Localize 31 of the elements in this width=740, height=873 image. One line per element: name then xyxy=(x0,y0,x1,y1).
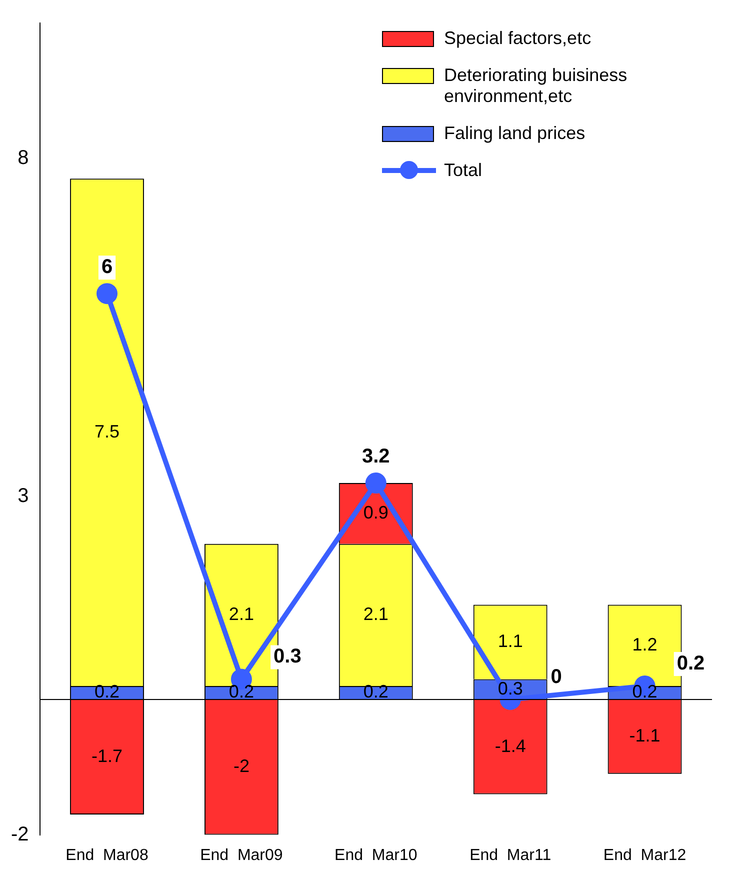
data-label: 1.1 xyxy=(498,630,523,651)
data-label: 6 xyxy=(101,256,113,278)
y-tick-label: 8 xyxy=(18,146,29,169)
x-tick-label: End Mar10 xyxy=(334,846,418,864)
point xyxy=(365,472,386,494)
point xyxy=(96,283,118,304)
data-label: 2.1 xyxy=(228,604,254,624)
data-label: 0.2 xyxy=(632,682,658,702)
data-label: 2.1 xyxy=(363,604,388,624)
data-label: 0.3 xyxy=(498,678,523,698)
legend-label: Deteriorating buisiness environment,etc xyxy=(444,65,628,107)
legend-label: Special factors,etc xyxy=(444,28,592,49)
data-label: 0.9 xyxy=(363,502,388,522)
data-label: -1.7 xyxy=(91,746,123,766)
data-label: -2 xyxy=(233,756,250,776)
data-label: 0.3 xyxy=(274,646,302,668)
data-label: -1.1 xyxy=(629,726,660,746)
legend-label: Faling land prices xyxy=(444,123,586,144)
x-tick-label: End Mar08 xyxy=(66,846,148,864)
data-label: 0.2 xyxy=(676,652,705,674)
x-tick-label: End Mar12 xyxy=(603,846,686,864)
data-label: 3.2 xyxy=(362,446,390,468)
legend-label: Total xyxy=(444,160,484,181)
data-label: -1.4 xyxy=(494,736,526,756)
y-tick-label: 3 xyxy=(18,485,29,508)
x-tick-label: End Mar09 xyxy=(200,846,283,864)
x-tick-label: End Mar11 xyxy=(470,846,552,864)
y-tick-label: -2 xyxy=(10,823,29,846)
data-label: 7.5 xyxy=(94,421,120,442)
data-label: 0 xyxy=(550,666,562,688)
data-label: 1.2 xyxy=(632,634,658,654)
